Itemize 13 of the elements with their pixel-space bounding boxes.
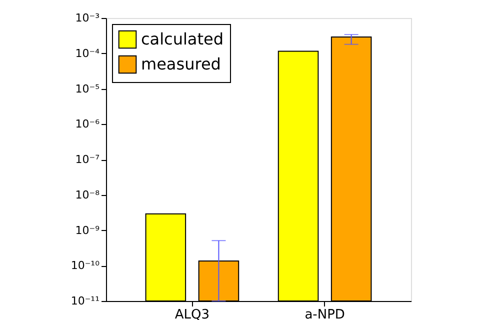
y-tick-label: 10⁻³	[75, 12, 100, 24]
y-tick-label: 10⁻⁸	[75, 188, 100, 202]
y-tick-label: 10⁻¹⁰	[70, 259, 100, 272]
y-tick-label: 10⁻¹¹	[70, 294, 100, 308]
y-tick-label: 10⁻⁶	[75, 118, 100, 131]
legend-label: calculated	[141, 30, 224, 48]
y-tick-label: 10⁻⁴	[75, 46, 100, 60]
y-tick-label: 10⁻⁵	[75, 82, 100, 96]
y-tick-label: 10⁻⁷	[75, 153, 100, 166]
legend-label: measured	[141, 54, 221, 74]
x-tick-label: ALQ3	[174, 308, 210, 320]
y-tick-label: 10⁻⁹	[75, 224, 100, 237]
x-tick-label: a-NPD	[304, 308, 345, 320]
